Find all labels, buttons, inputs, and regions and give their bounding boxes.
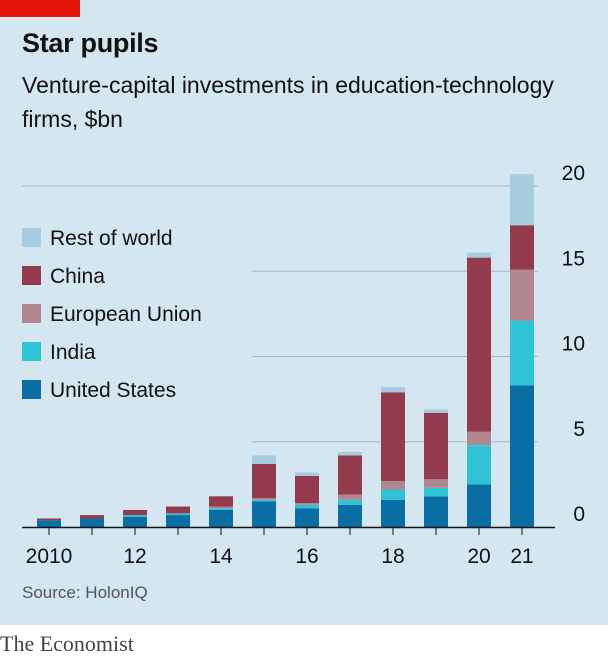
y-tick-label: 10	[562, 333, 585, 356]
stacked-bar-chart: 0 5 10 15 20 2010 12 14 16 18 20 21 Rest of world Ch…	[22, 162, 585, 568]
x-tick-label: 20	[467, 545, 490, 568]
legend-swatch-european-union	[22, 304, 41, 323]
bar-segment-european-union-14	[209, 506, 233, 509]
x-tick-label: 14	[209, 545, 233, 568]
bar-segment-china-2010	[37, 518, 61, 521]
bar-segment-china-17	[338, 455, 362, 495]
bar-segment-rest-of-world-16	[295, 472, 319, 476]
legend-swatch-china	[22, 266, 41, 285]
chart-subtitle: Venture-capital investments in education…	[22, 72, 554, 132]
bar-segment-china-16	[295, 475, 319, 504]
axes: 0 5 10 15 20 2010 12 14 16 18 20 21	[22, 162, 585, 568]
bar-segment-united-states-16	[295, 508, 319, 527]
legend-label-china: China	[50, 265, 105, 288]
bar-segment-india-18	[381, 489, 405, 500]
brand-red-tab	[0, 0, 80, 17]
y-tick-label: 0	[573, 503, 585, 526]
bar-segment-india-14	[209, 508, 233, 510]
y-tick-label: 5	[573, 418, 585, 441]
legend: Rest of world China European Union India Uni…	[22, 227, 202, 402]
bar-segment-european-union-15	[252, 498, 276, 500]
legend-swatch-united-states	[22, 380, 41, 399]
x-tick-label: 2010	[26, 545, 73, 568]
bar-segment-european-union-20	[467, 431, 491, 446]
x-tick-label: 18	[381, 545, 404, 568]
bar-segment-united-states-11	[80, 518, 104, 527]
chart-title: Star pupils	[22, 28, 159, 58]
x-tick-label: 16	[295, 545, 318, 568]
bar-segment-china-14	[209, 496, 233, 507]
y-tick-label: 15	[562, 247, 585, 270]
y-tick-label: 20	[562, 162, 585, 185]
bar-segment-united-states-18	[381, 499, 405, 527]
bar-segment-india-16	[295, 504, 319, 509]
bar-segment-china-20	[467, 257, 491, 432]
bar-segment-united-states-12	[123, 516, 147, 527]
bar-segment-india-13	[166, 513, 190, 516]
bar-segment-rest-of-world-18	[381, 387, 405, 393]
legend-label-india: India	[50, 341, 96, 364]
publisher-wordmark: The Economist	[0, 631, 134, 656]
legend-label-european-union: European Union	[50, 303, 202, 326]
bar-segment-united-states-19	[424, 496, 448, 527]
bars	[37, 174, 534, 527]
bar-segment-united-states-2010	[37, 520, 61, 527]
bar-segment-united-states-17	[338, 504, 362, 527]
bar-segment-rest-of-world-21	[510, 174, 534, 226]
bar-segment-european-union-17	[338, 494, 362, 500]
bar-segment-india-17	[338, 499, 362, 505]
bar-segment-united-states-21	[510, 385, 534, 527]
bar-segment-india-21	[510, 320, 534, 386]
bar-segment-china-19	[424, 412, 448, 480]
bar-segment-united-states-15	[252, 501, 276, 527]
bar-segment-china-13	[166, 506, 190, 514]
bar-segment-india-15	[252, 499, 276, 502]
bar-segment-china-21	[510, 225, 534, 270]
source-note: Source: HolonIQ	[22, 583, 148, 602]
bar-segment-china-15	[252, 463, 276, 499]
bar-segment-rest-of-world-19	[424, 409, 448, 413]
bar-segment-european-union-21	[510, 269, 534, 321]
legend-label-rest-of-world: Rest of world	[50, 227, 173, 250]
bar-segment-european-union-16	[295, 503, 319, 505]
bar-segment-india-20	[467, 445, 491, 485]
bar-segment-china-11	[80, 515, 104, 519]
bar-segment-rest-of-world-15	[252, 455, 276, 464]
bar-segment-european-union-19	[424, 479, 448, 488]
bar-segment-china-18	[381, 392, 405, 481]
bar-segment-united-states-14	[209, 509, 233, 527]
legend-label-united-states: United States	[50, 379, 176, 402]
legend-swatch-india	[22, 342, 41, 361]
bar-segment-rest-of-world-20	[467, 252, 491, 258]
bar-segment-rest-of-world-17	[338, 451, 362, 456]
legend-swatch-rest-of-world	[22, 228, 41, 247]
bar-segment-united-states-20	[467, 484, 491, 527]
x-tick-label: 12	[123, 545, 146, 568]
bar-segment-european-union-18	[381, 480, 405, 490]
bar-segment-united-states-13	[166, 515, 190, 527]
bar-segment-india-12	[123, 515, 147, 517]
bar-segment-china-12	[123, 509, 147, 516]
x-tick-label: 21	[510, 545, 533, 568]
bar-segment-india-19	[424, 487, 448, 497]
